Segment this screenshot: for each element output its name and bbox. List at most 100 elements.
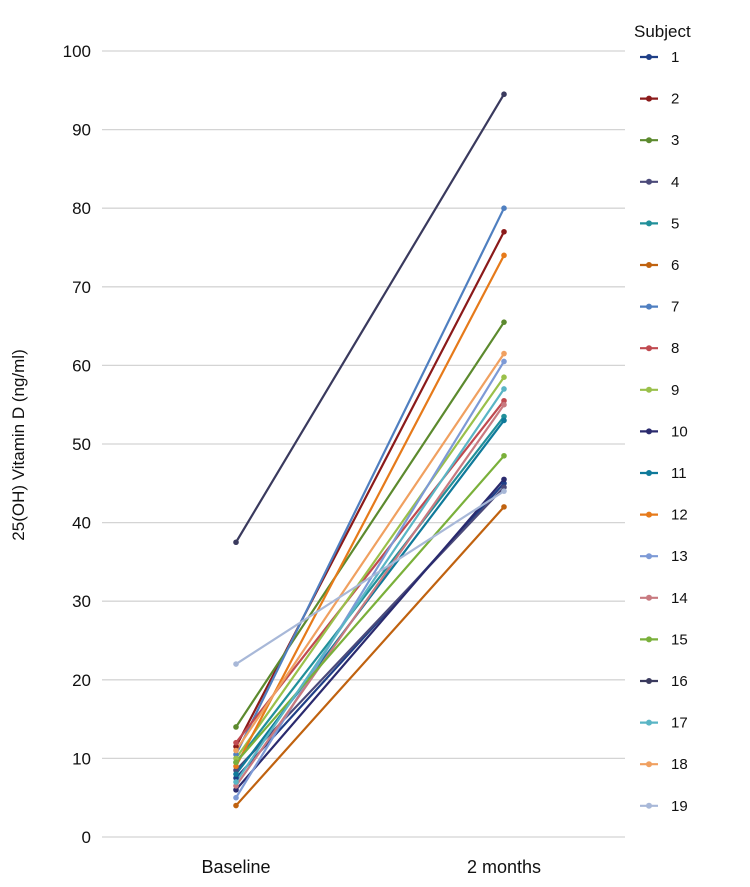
x-category-label: 2 months — [467, 857, 541, 877]
legend-marker-4 — [646, 178, 652, 185]
legend-label-12: 12 — [671, 507, 688, 524]
y-tick-label: 50 — [72, 435, 91, 454]
legend-label-16: 16 — [671, 673, 688, 690]
legend-marker-12 — [646, 511, 652, 518]
legend-marker-3 — [646, 137, 652, 144]
x-category-label: Baseline — [201, 857, 270, 877]
legend-marker-5 — [646, 220, 652, 227]
legend-label-18: 18 — [671, 756, 688, 773]
series-line-9 — [234, 376, 506, 760]
legend-label-2: 2 — [671, 91, 679, 108]
series-line-19 — [234, 490, 506, 666]
series-line-16 — [234, 93, 506, 544]
y-tick-label: 20 — [72, 671, 91, 690]
series-line-13 — [234, 360, 506, 799]
legend-marker-9 — [646, 386, 652, 393]
legend-marker-14 — [646, 594, 652, 601]
data-point-4-baseline — [233, 767, 239, 773]
series-line-2 — [234, 230, 506, 748]
y-axis-label: 25(OH) Vitamin D (ng/ml) — [9, 349, 28, 540]
data-point-10-2-months — [501, 476, 507, 483]
data-point-15-baseline — [233, 759, 239, 766]
y-tick-label: 40 — [72, 514, 91, 533]
y-tick-label: 100 — [63, 42, 91, 61]
gridlines — [102, 50, 625, 838]
data-point-11-2-months — [501, 417, 507, 424]
data-point-16-2-months — [501, 91, 507, 98]
data-point-17-baseline — [233, 779, 239, 785]
legend-marker-17 — [646, 719, 652, 726]
legend-label-8: 8 — [671, 340, 679, 357]
series-lines — [234, 93, 506, 807]
series-line-6 — [234, 505, 506, 807]
data-point-15-2-months — [501, 452, 507, 459]
legend-label-3: 3 — [671, 132, 679, 149]
data-point-14-baseline — [233, 783, 239, 789]
y-tick-label: 70 — [72, 278, 91, 297]
legend-label-13: 13 — [671, 548, 688, 565]
y-tick-label: 10 — [72, 749, 91, 768]
data-point-9-baseline — [233, 755, 239, 762]
series-line-14 — [234, 403, 506, 788]
legend-marker-7 — [646, 303, 652, 310]
series-line-3 — [234, 321, 506, 729]
legend-label-17: 17 — [671, 715, 688, 732]
y-tick-label: 80 — [72, 199, 91, 218]
data-point-18-2-months — [501, 350, 507, 357]
series-line-10 — [234, 478, 506, 791]
data-point-3-baseline — [233, 724, 239, 730]
data-point-12-baseline — [233, 763, 239, 770]
legend-label-9: 9 — [671, 382, 679, 399]
series-line-17 — [234, 387, 506, 784]
data-point-14-2-months — [501, 401, 507, 408]
data-point-3-2-months — [501, 319, 507, 325]
legend-marker-1 — [646, 54, 652, 60]
legend-marker-18 — [646, 761, 652, 768]
y-tick-label: 60 — [72, 356, 91, 375]
data-point-16-baseline — [233, 539, 239, 546]
y-axis-ticks: 0 10 20 30 40 50 60 70 80 90 100 — [63, 42, 91, 847]
data-point-12-2-months — [501, 252, 507, 259]
data-point-17-2-months — [501, 386, 507, 392]
data-point-1-2-months — [501, 480, 507, 487]
data-point-2-2-months — [501, 228, 507, 235]
legend-label-15: 15 — [671, 631, 688, 648]
legend-title: Subject — [634, 22, 691, 41]
series-line-12 — [234, 254, 506, 768]
x-axis-categories: Baseline 2 months — [201, 857, 541, 877]
legend-marker-15 — [646, 636, 652, 643]
series-line-7 — [234, 207, 506, 756]
data-point-7-2-months — [501, 205, 507, 211]
data-point-1-baseline — [233, 775, 239, 781]
series-line-5 — [234, 415, 506, 764]
legend-label-1: 1 — [671, 49, 679, 66]
data-point-13-2-months — [501, 358, 507, 365]
data-point-19-2-months — [501, 488, 507, 494]
series-line-18 — [234, 352, 506, 752]
data-point-5-2-months — [501, 413, 507, 420]
legend-marker-13 — [646, 553, 652, 560]
legend-label-10: 10 — [671, 423, 688, 440]
legend-label-14: 14 — [671, 590, 688, 607]
legend-marker-10 — [646, 428, 652, 435]
data-point-10-baseline — [233, 787, 239, 793]
legend-label-4: 4 — [671, 174, 679, 191]
legend-marker-16 — [646, 678, 652, 684]
legend-label-5: 5 — [671, 215, 679, 232]
y-tick-label: 0 — [82, 828, 91, 847]
data-point-2-baseline — [233, 743, 239, 750]
legend-marker-6 — [646, 262, 652, 268]
data-point-6-baseline — [233, 802, 239, 809]
y-tick-label: 30 — [72, 592, 91, 611]
data-point-13-baseline — [233, 794, 239, 801]
data-point-8-2-months — [501, 397, 507, 404]
data-point-7-baseline — [233, 751, 239, 758]
legend-label-11: 11 — [671, 465, 687, 482]
y-tick-label: 90 — [72, 121, 91, 140]
legend-marker-2 — [646, 95, 652, 102]
legend-label-19: 19 — [671, 798, 688, 815]
legend-marker-11 — [646, 470, 652, 476]
data-point-8-baseline — [233, 739, 239, 746]
